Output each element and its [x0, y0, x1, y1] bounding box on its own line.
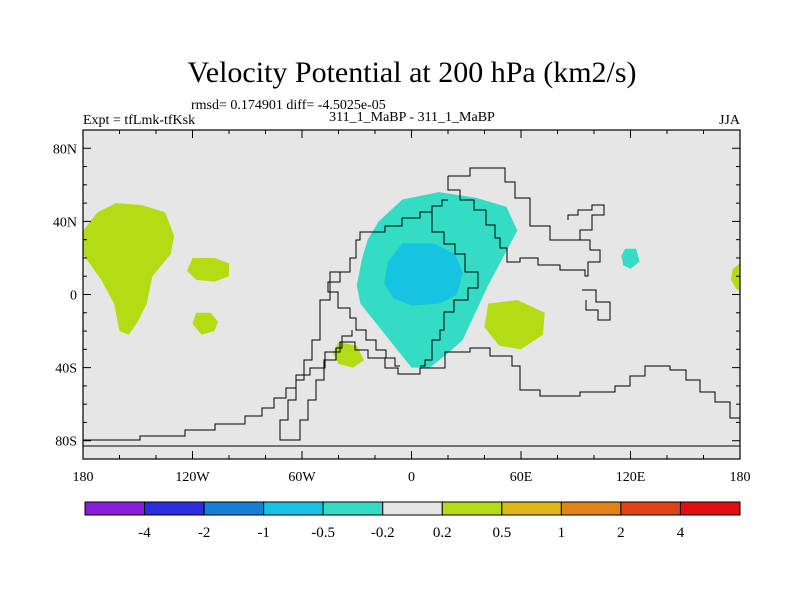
positive-anomaly-central-pacific [187, 257, 229, 282]
experiment-label: Expt = tfLmk-tfKsk [83, 113, 195, 128]
positive-anomaly-north-pacific [83, 203, 175, 335]
colorbar-swatch [322, 501, 384, 516]
map-axes: 180 120W 60W 0 60E 120E 180 80N 40N 0 40S 80S [53, 129, 751, 485]
coastline-eurasia-africa [447, 167, 605, 277]
coastline-americas [279, 271, 353, 441]
positive-anomaly-dateline-edge [730, 263, 740, 291]
colorbar-label: -0.2 [371, 525, 395, 541]
colorbar-label: 1 [558, 525, 566, 541]
map-area [83, 130, 740, 459]
colorbar: -4 -2 -1 -0.5 -0.2 0.2 0.5 1 2 4 [84, 501, 741, 541]
colorbar-swatch [84, 501, 146, 516]
stats-line: rmsd= 0.174901 diff= -4.5025e-05 [191, 98, 386, 113]
anomaly-field-layer [83, 192, 740, 368]
colorbar-swatch [203, 501, 265, 516]
coastline-australia [582, 289, 611, 321]
colorbar-label: 0.5 [492, 525, 511, 541]
negative-anomaly-western-pacific [621, 248, 640, 269]
x-tick-label: 60W [288, 470, 316, 485]
coastline-layer [83, 167, 740, 447]
colorbar-label: -1 [257, 525, 270, 541]
positive-anomaly-east-pacific [192, 312, 219, 335]
x-tick-label: 0 [408, 470, 415, 485]
colorbar-swatch [263, 501, 324, 516]
colorbar-label: 0.2 [433, 525, 452, 541]
colorbar-swatch [679, 501, 741, 516]
y-tick-label: 0 [70, 289, 77, 304]
y-tick-label: 80N [53, 142, 77, 157]
colorbar-label: -2 [198, 525, 211, 541]
colorbar-label: 4 [677, 525, 685, 541]
colorbar-swatch [501, 501, 562, 516]
run-comparison-label: 311_1_MaBP - 311_1_MaBP [329, 110, 495, 125]
colorbar-swatch [620, 501, 681, 516]
coastline-africa-west [327, 231, 400, 367]
coastline-antarctica [83, 341, 740, 441]
colorbar-swatch [144, 501, 205, 516]
y-tick-label: 40S [55, 362, 77, 377]
colorbar-label: -4 [138, 525, 151, 541]
y-tick-label: 80S [55, 435, 77, 450]
coastline-africa-east [372, 199, 479, 367]
colorbar-label: -0.5 [311, 525, 335, 541]
colorbar-swatch [441, 501, 503, 516]
negative-anomaly-africa-core [384, 243, 463, 306]
season-label: JJA [719, 113, 741, 128]
x-tick-label: 180 [73, 470, 94, 485]
colorbar-swatch [560, 501, 622, 516]
colorbar-label: 2 [617, 525, 625, 541]
x-tick-label: 120E [616, 470, 646, 485]
x-tick-label: 60E [510, 470, 533, 485]
y-tick-label: 40N [53, 215, 77, 230]
colorbar-swatch [382, 501, 443, 516]
x-tick-label: 180 [730, 470, 751, 485]
chart-title: Velocity Potential at 200 hPa (km2/s) [187, 56, 636, 89]
x-tick-label: 120W [175, 470, 210, 485]
positive-anomaly-indian-ocean [484, 299, 545, 350]
